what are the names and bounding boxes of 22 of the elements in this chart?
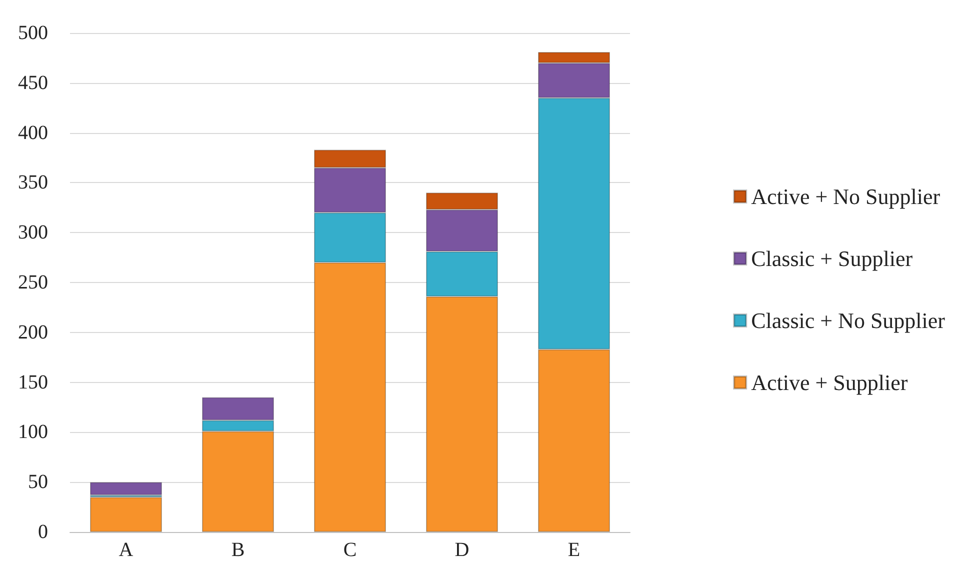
- y-tick-label: 400: [18, 122, 48, 144]
- y-tick-label: 50: [28, 471, 48, 494]
- y-tick-label: 500: [18, 22, 48, 44]
- legend-label: Classic + Supplier: [751, 246, 914, 271]
- x-tick-label: A: [118, 539, 134, 561]
- x-tick-label: B: [231, 539, 245, 561]
- bar: [90, 497, 162, 532]
- x-tick-label: C: [343, 539, 357, 561]
- y-tick-label: 350: [18, 172, 48, 194]
- y-tick-label: 450: [18, 72, 48, 94]
- y-tick-label: 300: [18, 222, 48, 244]
- legend-label: Classic + No Supplier: [751, 308, 946, 333]
- y-tick-label: 250: [18, 272, 48, 294]
- y-tick-label: 0: [38, 521, 48, 543]
- legend-label: Active + Supplier: [751, 370, 908, 395]
- bar: [90, 482, 162, 496]
- x-tick-label: E: [568, 539, 580, 561]
- y-tick-label: 200: [18, 321, 48, 344]
- y-tick-label: 150: [18, 371, 48, 394]
- y-tick-label: 100: [18, 421, 48, 444]
- legend-label: Active + No Supplier: [751, 184, 941, 209]
- x-tick-label: D: [454, 539, 470, 561]
